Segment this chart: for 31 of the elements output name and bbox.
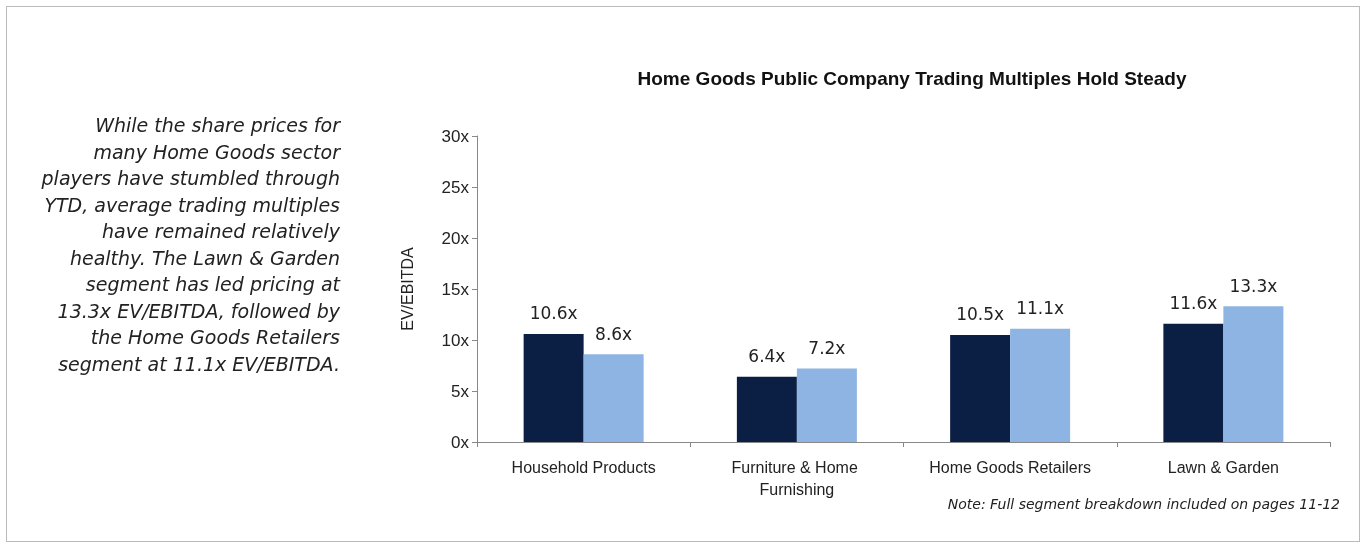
y-tick-label: 25x xyxy=(441,177,470,197)
x-tick-label: Home Goods Retailers xyxy=(929,458,1092,476)
y-tick-label: 5x xyxy=(451,381,470,401)
bar xyxy=(796,368,857,442)
data-label: 10.5x xyxy=(956,304,1005,325)
chart-title: Home Goods Public Company Trading Multiples Hold Steady xyxy=(637,68,1187,89)
data-label: 13.3x xyxy=(1229,275,1278,296)
bar xyxy=(736,376,797,442)
y-tick-label: 10x xyxy=(441,330,470,350)
x-tick-label: Lawn & Garden xyxy=(1167,458,1279,476)
data-label: 8.6x xyxy=(595,323,633,344)
bar xyxy=(1010,328,1071,442)
text: While the share prices for many Home Goods sector players have stumbled through YTD, average trading multiples have remained relatively healthy. The Lawn & Garden segment has led pricing at 13.3x EV/EBITDA, followed by the Home Goods Retailers segment at 11.1x EV/EBITDA. xyxy=(41,114,340,375)
data-label: 11.1x xyxy=(1016,298,1065,319)
bar xyxy=(1223,306,1284,442)
text: Note: Full segment breakdown included on pages 11-12 xyxy=(947,496,1340,512)
y-tick-label: 20x xyxy=(441,228,470,248)
y-tick-label: 30x xyxy=(441,126,470,146)
bar xyxy=(523,333,584,442)
y-tick-label: 15x xyxy=(441,279,470,299)
x-tick-label: Household Products xyxy=(511,458,656,476)
bar xyxy=(1163,323,1224,442)
data-label: 7.2x xyxy=(808,338,846,359)
data-label: 10.6x xyxy=(529,303,578,324)
y-axis-title: EV/EBITDA xyxy=(398,246,416,331)
data-label: 11.6x xyxy=(1169,293,1218,314)
bar xyxy=(950,334,1011,442)
y-tick-label: 0x xyxy=(451,432,470,452)
data-label: 6.4x xyxy=(748,346,786,367)
x-tick-label: Furniture & Home Furnishing xyxy=(731,458,863,498)
bar xyxy=(583,354,644,442)
